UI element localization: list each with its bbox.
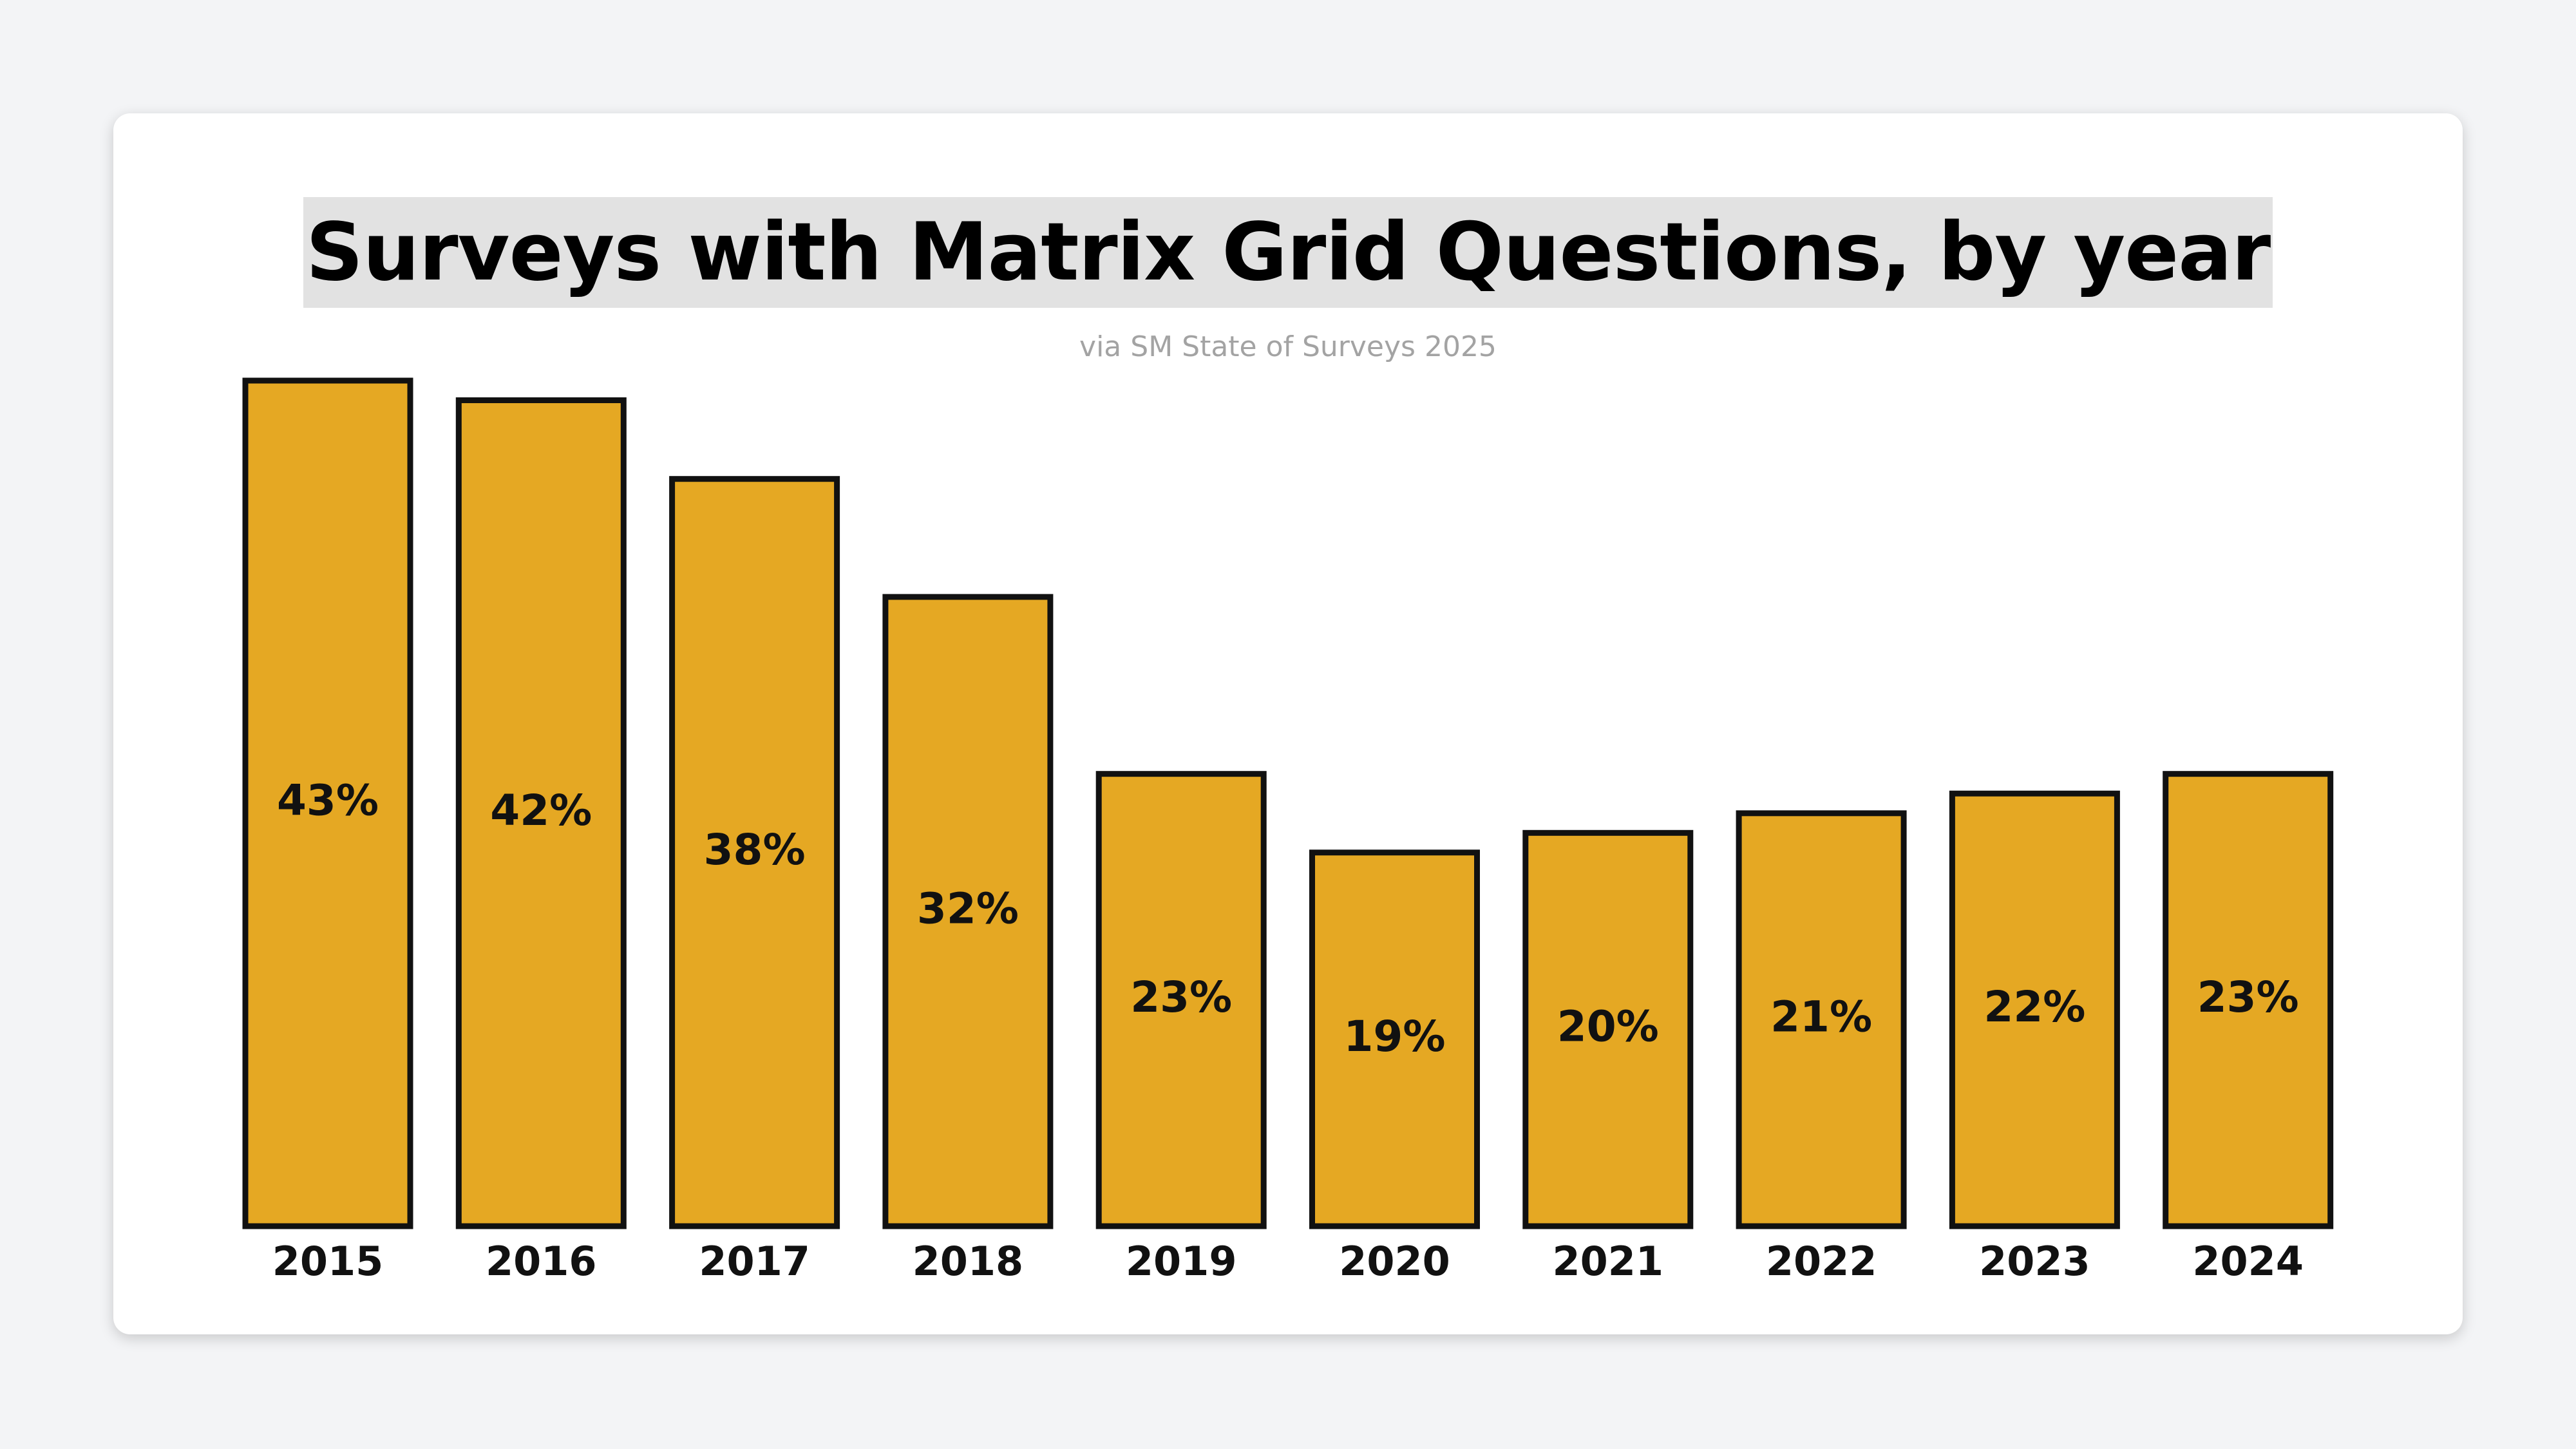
value-label-2023: 22% bbox=[1984, 982, 2085, 1032]
chart-card: Surveys with Matrix Grid Questions, by y… bbox=[113, 113, 2463, 1334]
bar-2021 bbox=[1522, 829, 1694, 1229]
value-label-2017: 38% bbox=[704, 825, 806, 875]
x-tick-label-2015: 2015 bbox=[272, 1238, 384, 1285]
bar-2017 bbox=[669, 476, 840, 1229]
bar-2023 bbox=[1949, 790, 2120, 1229]
bar-2015 bbox=[242, 377, 413, 1229]
value-label-2016: 42% bbox=[490, 786, 592, 835]
value-label-2018: 32% bbox=[917, 884, 1019, 933]
value-label-2020: 19% bbox=[1344, 1012, 1446, 1061]
bar-2024 bbox=[2163, 771, 2334, 1229]
x-tick-label-2023: 2023 bbox=[1979, 1238, 2090, 1285]
x-tick-label-2020: 2020 bbox=[1339, 1238, 1450, 1285]
bar-2020 bbox=[1309, 849, 1480, 1229]
x-tick-label-2018: 2018 bbox=[913, 1238, 1024, 1285]
title-wrap: Surveys with Matrix Grid Questions, by y… bbox=[113, 197, 2463, 308]
x-tick-label-2022: 2022 bbox=[1766, 1238, 1877, 1285]
bar-2016 bbox=[455, 397, 627, 1229]
value-label-2024: 23% bbox=[2197, 972, 2299, 1022]
x-tick-label-2024: 2024 bbox=[2192, 1238, 2304, 1285]
value-label-2015: 43% bbox=[277, 776, 379, 826]
x-tick-label-2019: 2019 bbox=[1126, 1238, 1237, 1285]
bar-2022 bbox=[1736, 810, 1907, 1229]
value-label-2019: 23% bbox=[1130, 972, 1232, 1022]
x-tick-label-2016: 2016 bbox=[486, 1238, 597, 1285]
value-label-2022: 21% bbox=[1770, 992, 1872, 1041]
value-label-2021: 20% bbox=[1557, 1002, 1659, 1052]
x-tick-label-2017: 2017 bbox=[699, 1238, 810, 1285]
bar-2019 bbox=[1095, 771, 1267, 1229]
chart-title: Surveys with Matrix Grid Questions, by y… bbox=[303, 197, 2273, 308]
bar-chart: 43% 2015 42% 2016 38% 2017 32% 2018 23% 2019 19% 20… bbox=[242, 377, 2334, 1285]
chart-subtitle: via SM State of Surveys 2025 bbox=[1079, 330, 1497, 363]
x-tick-label-2021: 2021 bbox=[1553, 1238, 1664, 1285]
bar-2018 bbox=[882, 594, 1054, 1229]
